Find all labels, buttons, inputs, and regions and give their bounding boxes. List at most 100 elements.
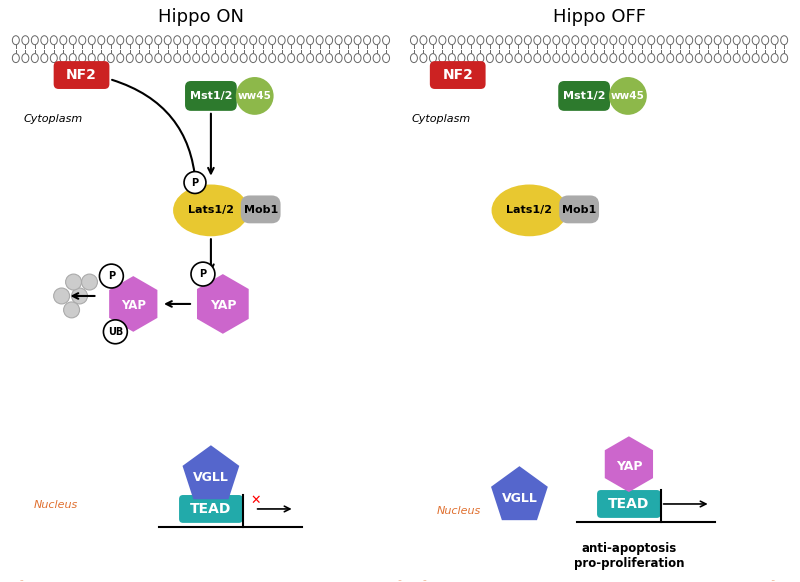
- Ellipse shape: [278, 36, 285, 45]
- Ellipse shape: [98, 54, 105, 63]
- Ellipse shape: [638, 36, 646, 45]
- Ellipse shape: [572, 54, 578, 63]
- Ellipse shape: [553, 54, 560, 63]
- Ellipse shape: [410, 54, 418, 63]
- Ellipse shape: [12, 36, 19, 45]
- FancyBboxPatch shape: [558, 81, 610, 111]
- Ellipse shape: [335, 36, 342, 45]
- Ellipse shape: [154, 54, 162, 63]
- Ellipse shape: [762, 54, 769, 63]
- Ellipse shape: [638, 54, 646, 63]
- Ellipse shape: [107, 36, 114, 45]
- FancyBboxPatch shape: [54, 61, 110, 89]
- Ellipse shape: [781, 36, 788, 45]
- Ellipse shape: [629, 54, 636, 63]
- Ellipse shape: [164, 54, 171, 63]
- Ellipse shape: [297, 36, 304, 45]
- Ellipse shape: [609, 77, 647, 115]
- Ellipse shape: [515, 36, 522, 45]
- Ellipse shape: [250, 54, 257, 63]
- FancyBboxPatch shape: [179, 495, 242, 523]
- Ellipse shape: [88, 36, 95, 45]
- Ellipse shape: [695, 36, 702, 45]
- Ellipse shape: [212, 36, 218, 45]
- Ellipse shape: [562, 54, 570, 63]
- Ellipse shape: [136, 54, 142, 63]
- Ellipse shape: [306, 36, 314, 45]
- Ellipse shape: [582, 54, 588, 63]
- Text: Nucleus: Nucleus: [34, 500, 78, 510]
- Text: TEAD: TEAD: [608, 497, 650, 511]
- Ellipse shape: [477, 54, 484, 63]
- Ellipse shape: [326, 36, 333, 45]
- Ellipse shape: [695, 54, 702, 63]
- Ellipse shape: [534, 54, 541, 63]
- Ellipse shape: [439, 36, 446, 45]
- Text: pro-proliferation: pro-proliferation: [574, 557, 684, 570]
- Ellipse shape: [591, 36, 598, 45]
- Ellipse shape: [666, 54, 674, 63]
- Ellipse shape: [306, 54, 314, 63]
- Ellipse shape: [22, 54, 29, 63]
- Ellipse shape: [240, 54, 247, 63]
- Text: Mst1/2: Mst1/2: [190, 91, 232, 101]
- Ellipse shape: [316, 36, 323, 45]
- Ellipse shape: [714, 54, 721, 63]
- Text: VGLL: VGLL: [502, 492, 538, 505]
- Ellipse shape: [619, 54, 626, 63]
- Ellipse shape: [222, 36, 228, 45]
- Ellipse shape: [496, 54, 503, 63]
- Ellipse shape: [619, 36, 626, 45]
- Ellipse shape: [12, 54, 19, 63]
- Ellipse shape: [316, 54, 323, 63]
- Ellipse shape: [41, 36, 48, 45]
- Ellipse shape: [230, 36, 238, 45]
- Circle shape: [184, 172, 206, 193]
- Ellipse shape: [420, 54, 427, 63]
- Ellipse shape: [250, 36, 257, 45]
- Ellipse shape: [658, 54, 664, 63]
- Ellipse shape: [146, 54, 152, 63]
- Ellipse shape: [164, 36, 171, 45]
- Ellipse shape: [705, 36, 712, 45]
- Ellipse shape: [467, 54, 474, 63]
- Ellipse shape: [22, 36, 29, 45]
- Ellipse shape: [382, 54, 390, 63]
- Ellipse shape: [288, 54, 294, 63]
- Ellipse shape: [762, 36, 769, 45]
- Ellipse shape: [117, 54, 124, 63]
- Ellipse shape: [491, 184, 567, 236]
- Text: ✕: ✕: [250, 494, 262, 507]
- Text: Lats1/2: Lats1/2: [188, 205, 234, 215]
- Ellipse shape: [269, 54, 276, 63]
- Ellipse shape: [363, 36, 370, 45]
- Ellipse shape: [458, 54, 465, 63]
- Ellipse shape: [354, 36, 361, 45]
- Text: Mst1/2: Mst1/2: [563, 91, 606, 101]
- Text: NF2: NF2: [66, 68, 97, 82]
- Circle shape: [103, 320, 127, 344]
- Circle shape: [82, 274, 98, 290]
- Ellipse shape: [686, 54, 693, 63]
- FancyBboxPatch shape: [241, 196, 281, 223]
- Ellipse shape: [734, 36, 740, 45]
- Ellipse shape: [676, 36, 683, 45]
- Ellipse shape: [676, 54, 683, 63]
- Ellipse shape: [373, 54, 380, 63]
- Ellipse shape: [629, 36, 636, 45]
- Ellipse shape: [183, 54, 190, 63]
- Ellipse shape: [41, 54, 48, 63]
- Ellipse shape: [752, 54, 759, 63]
- Text: Hippo OFF: Hippo OFF: [553, 8, 646, 26]
- Ellipse shape: [658, 36, 664, 45]
- Ellipse shape: [174, 54, 181, 63]
- Text: P: P: [108, 271, 115, 281]
- Text: Cytoplasm: Cytoplasm: [412, 114, 471, 124]
- Ellipse shape: [449, 54, 455, 63]
- Ellipse shape: [666, 36, 674, 45]
- Ellipse shape: [610, 54, 617, 63]
- Ellipse shape: [506, 54, 512, 63]
- Ellipse shape: [439, 54, 446, 63]
- Ellipse shape: [771, 54, 778, 63]
- Ellipse shape: [742, 54, 750, 63]
